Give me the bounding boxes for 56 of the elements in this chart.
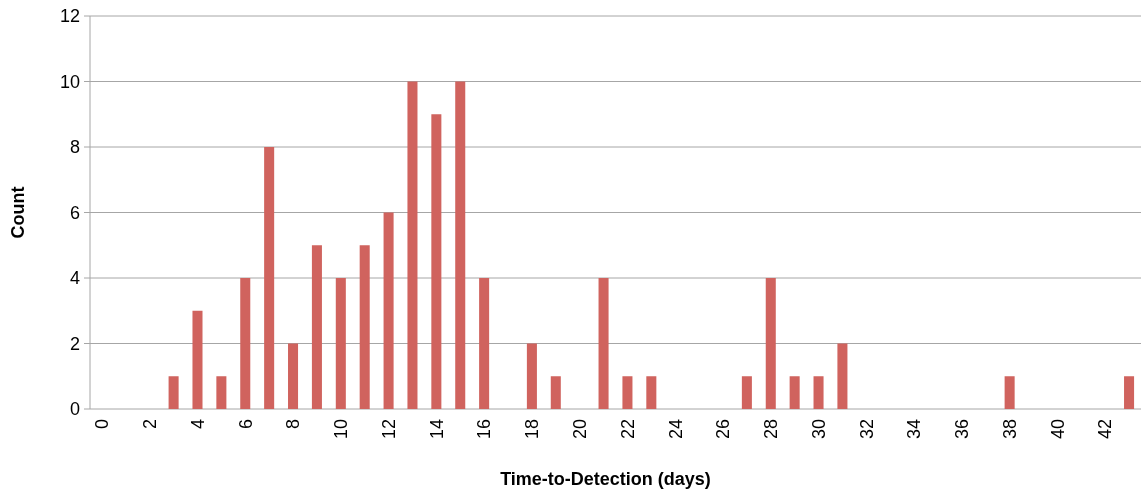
- y-axis-title: Count: [8, 186, 28, 239]
- y-tick-label: 4: [69, 268, 80, 289]
- bar: [765, 278, 776, 409]
- bar: [550, 376, 561, 409]
- bar: [359, 245, 370, 409]
- x-tick-label: 2: [140, 419, 161, 430]
- x-tick-label: 20: [569, 419, 590, 440]
- y-tick-label: 12: [59, 6, 80, 27]
- bar: [837, 343, 848, 409]
- x-tick-label: 12: [378, 419, 399, 440]
- bar: [455, 81, 466, 409]
- x-tick-label: 28: [761, 419, 782, 440]
- bar: [598, 278, 609, 409]
- y-tick-label: 2: [69, 333, 80, 354]
- bar: [264, 147, 275, 409]
- x-tick-label: 38: [999, 419, 1020, 440]
- x-tick-label: 16: [474, 419, 495, 440]
- bar: [741, 376, 752, 409]
- y-tick-label: 6: [69, 202, 80, 223]
- bar: [311, 245, 322, 409]
- bar: [1124, 376, 1135, 409]
- bar: [813, 376, 824, 409]
- bar: [216, 376, 227, 409]
- bar: [383, 212, 394, 409]
- x-tick-label: 4: [187, 419, 208, 430]
- bar: [335, 278, 346, 409]
- x-tick-label: 0: [92, 419, 113, 430]
- bar: [192, 310, 203, 409]
- bar: [407, 81, 418, 409]
- x-tick-label: 10: [331, 419, 352, 440]
- bar: [168, 376, 179, 409]
- x-tick-label: 6: [235, 419, 256, 430]
- x-axis-title: Time-to-Detection (days): [500, 469, 711, 489]
- bar: [479, 278, 490, 409]
- y-tick-label: 10: [59, 71, 80, 92]
- x-tick-label: 34: [904, 419, 925, 440]
- x-tick-label: 42: [1095, 419, 1116, 440]
- x-tick-label: 30: [808, 419, 829, 440]
- bar: [526, 343, 537, 409]
- x-tick-label: 8: [283, 419, 304, 430]
- x-tick-label: 36: [952, 419, 973, 440]
- x-tick-label: 14: [426, 419, 447, 440]
- x-tick-label: 26: [713, 419, 734, 440]
- bar: [1004, 376, 1015, 409]
- bar: [646, 376, 657, 409]
- bar: [622, 376, 633, 409]
- x-tick-label: 18: [522, 419, 543, 440]
- x-tick-label: 24: [665, 419, 686, 440]
- y-tick-label: 8: [69, 137, 80, 158]
- bar: [431, 114, 442, 409]
- x-tick-label: 22: [617, 419, 638, 440]
- x-tick-label: 32: [856, 419, 877, 440]
- x-tick-label: 40: [1047, 419, 1068, 440]
- bar: [789, 376, 800, 409]
- bar: [240, 278, 251, 409]
- bar: [288, 343, 299, 409]
